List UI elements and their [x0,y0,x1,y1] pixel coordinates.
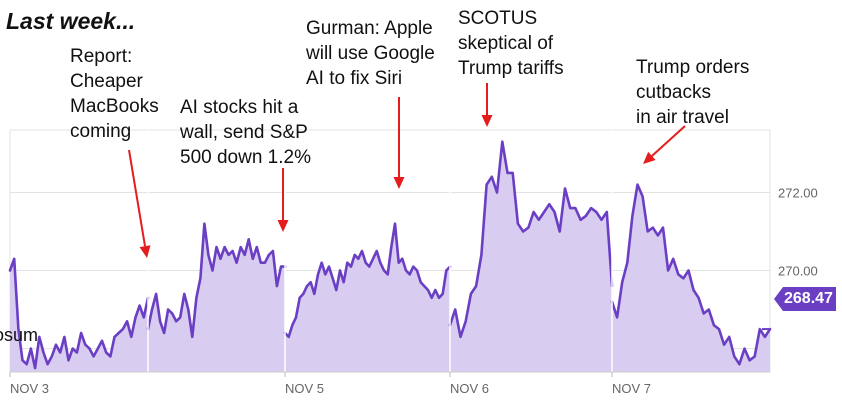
y-tick-label: 272.00 [778,185,818,200]
annotation-arrowhead [139,245,151,258]
chart-title: Last week... [6,8,136,34]
x-tick-label: NOV 7 [612,381,651,396]
annotation-arrow [651,125,686,157]
annotation-arrow [128,149,147,247]
area-fill-1 [10,258,148,372]
area-fill-2 [148,223,285,372]
annotation-ai-stocks: AI stocks hit a wall, send S&P 500 down … [180,97,311,168]
annotation-arrowhead [481,115,493,127]
price-line-4 [448,140,614,339]
area-fill-5 [612,184,770,372]
area-fill-4 [450,141,612,372]
last-price-tag: 268.47 [774,287,836,311]
price-line-5 [610,183,772,366]
cutoff-text: osum [0,325,39,345]
annotation-air-travel: Trump orders cutbacks in air travel [636,57,750,128]
annotation-arrowhead [393,177,405,189]
annotation-scotus: SCOTUS skeptical of Trump tariffs [458,8,564,79]
price-line-1 [8,257,150,370]
price-line-2 [146,222,287,339]
annotation-gurman: Gurman: Apple will use Google AI to fix … [306,18,435,89]
area-fill-3 [285,223,450,372]
annotation-arrowhead [643,151,656,164]
last-price-label: 268.47 [784,290,833,307]
x-tick-label: NOV 3 [10,381,49,396]
x-tick-label: NOV 5 [285,381,324,396]
price-line-3 [283,222,452,339]
x-tick-label: NOV 6 [450,381,489,396]
y-tick-label: 270.00 [778,264,818,279]
annotation-macbooks: Report: Cheaper MacBooks coming [70,46,159,142]
annotation-arrowhead [277,220,289,232]
price-tag-shape [774,287,836,311]
